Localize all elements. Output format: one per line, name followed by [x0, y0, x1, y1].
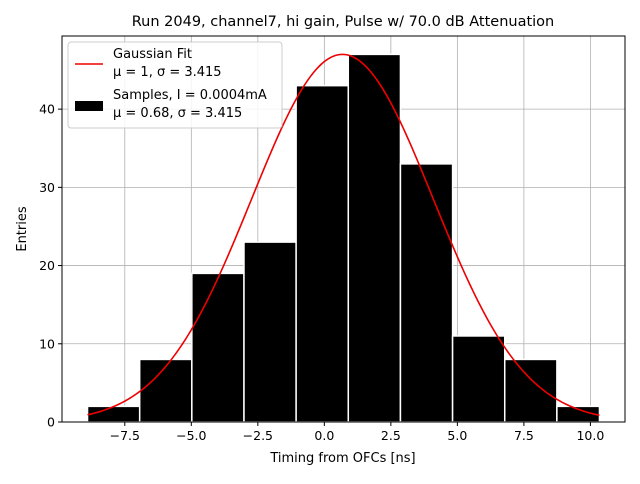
- plot-frame: [61, 35, 626, 423]
- x-tick-label-2: −2.5: [243, 428, 273, 443]
- histogram-bar-3: [243, 241, 297, 423]
- y-tick-label-0: 0: [47, 415, 55, 430]
- legend-fit-label: Gaussian Fit: [113, 47, 192, 62]
- bars-layer: [86, 53, 601, 423]
- x-tick-label-7: 10.0: [576, 428, 604, 443]
- x-tick-label-5: 5.0: [447, 428, 467, 443]
- fit-curve: [87, 53, 600, 417]
- x-axis-label: Timing from OFCs [ns]: [269, 451, 415, 466]
- x-tick-label-4: 2.5: [381, 428, 401, 443]
- legend-histogram-swatch: [75, 101, 103, 111]
- chart-title: Run 2049, channel7, hi gain, Pulse w/ 70…: [132, 14, 555, 30]
- legend-fit-params: μ = 1, σ = 3.415: [113, 65, 222, 80]
- x-tick-label-6: 7.5: [514, 428, 534, 443]
- histogram-bar-1: [138, 358, 193, 423]
- y-tick-label-1: 10: [39, 336, 55, 351]
- histogram-bar-2: [191, 272, 245, 423]
- x-tick-label-1: −5.0: [176, 428, 206, 443]
- y-tick-label-2: 20: [39, 258, 55, 273]
- legend-histogram-label: Samples, I = 0.0004mA: [113, 88, 267, 103]
- histogram-bar-7: [451, 335, 506, 423]
- legend-histogram-params: μ = 0.68, σ = 3.415: [113, 106, 242, 121]
- legend: Gaussian Fit μ = 1, σ = 3.415 Samples, I…: [67, 41, 283, 129]
- y-tick-label-3: 30: [39, 180, 55, 195]
- x-tick-label-0: −7.5: [110, 428, 140, 443]
- legend-box: [67, 41, 283, 129]
- histogram-bar-6: [399, 163, 454, 423]
- y-axis-label: Entries: [15, 206, 30, 252]
- histogram-bar-8: [503, 358, 558, 423]
- histogram-bar-0: [86, 405, 141, 423]
- y-tick-label-4: 40: [39, 102, 55, 117]
- histogram-bar-5: [347, 53, 402, 423]
- x-tick-label-3: 0.0: [314, 428, 334, 443]
- ticks-layer: −7.5 −5.0 −2.5 0.0 2.5 5.0 7.5 10.0 0 10 20 30 40: [39, 102, 604, 443]
- histogram-bar-4: [295, 84, 350, 423]
